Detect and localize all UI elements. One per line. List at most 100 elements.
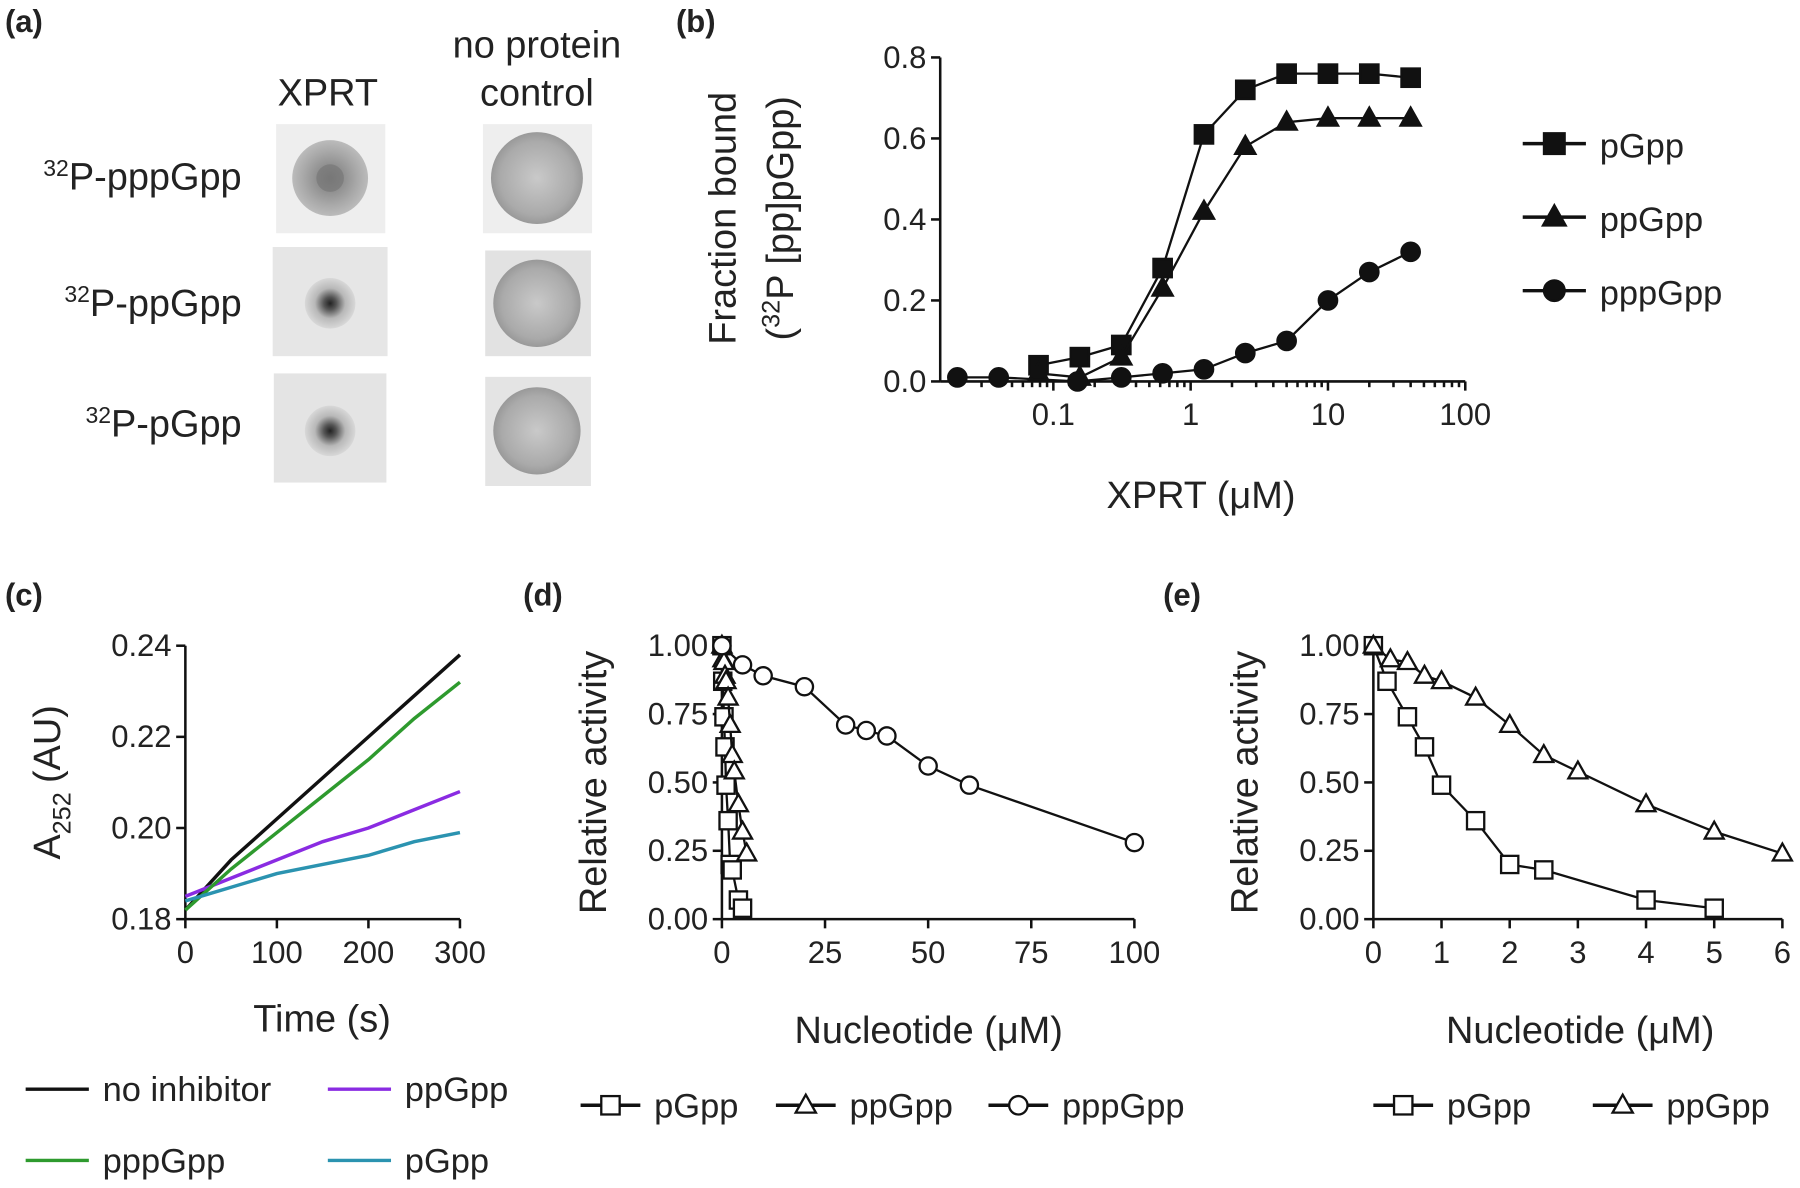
y-tick-label: 0.00 [1299,901,1359,936]
fit-line [721,644,1135,844]
x-tick-label: 0 [1365,935,1382,970]
x-tick-label: 25 [808,935,842,970]
nucleotide: P-pGpp [111,404,242,446]
marker [716,685,740,706]
marker [1152,363,1173,384]
marker [1392,1094,1414,1116]
data-line [184,653,462,912]
marker [1397,707,1418,727]
marker [1431,775,1452,795]
marker [1315,105,1341,127]
marker [794,676,815,697]
x-tick-label: 300 [434,935,486,970]
marker [1026,360,1051,382]
y-label-unit: (AU) [27,705,69,783]
marker [1566,759,1590,780]
x-tick-label: 0 [713,935,730,970]
fit-line [957,250,1412,383]
panel-label: (b) [676,4,716,39]
y-tick-label: 0.22 [111,719,171,754]
marker [1008,1094,1029,1116]
blot-spot [493,387,581,475]
marker [1770,841,1794,862]
x-tick-label: 6 [1774,935,1791,970]
marker [714,669,738,690]
data-line [184,789,461,898]
y-label-text: Relative activity [1224,651,1266,914]
blot-spot [304,278,356,329]
y-tick-label: 0.25 [1299,833,1359,868]
y-tick-label: 1.00 [648,628,708,663]
isotope: 32 [85,402,111,428]
legend-label: pGpp [1447,1087,1531,1125]
marker [1499,854,1520,875]
x-tick-label: 0.1 [1032,397,1075,432]
marker [732,898,753,918]
marker [1636,890,1656,910]
marker [1110,367,1132,388]
marker [1414,737,1435,757]
legend-label: pGpp [405,1142,489,1180]
marker [1124,832,1145,853]
x-tick-label: 10 [1311,397,1346,432]
marker [1234,79,1256,101]
data-line [184,830,461,903]
legend-label: ppGpp [1600,201,1703,239]
panel-label: (d) [523,577,563,612]
marker [1276,330,1297,352]
marker [1378,647,1402,668]
y-label-text: Relative activity [573,651,615,914]
legend-label: ppGpp [849,1087,952,1125]
x-axis-label: Time (s) [253,999,391,1041]
x-axis-label: Nucleotide (μM) [1446,1010,1714,1052]
y-label-text: P [pp]pGpp) [760,96,802,300]
x-tick-label: 100 [1439,397,1491,432]
marker [793,1092,818,1114]
marker [1276,63,1297,84]
marker [600,1094,621,1116]
y-tick-label: 0.18 [111,901,171,936]
marker [1634,792,1658,813]
legend-label: pppGpp [103,1142,226,1180]
blot-row: 32P-ppGpp [64,247,591,357]
panel-label: (a) [5,4,43,39]
y-tick-label: 0.4 [883,202,926,237]
marker [1233,133,1258,156]
marker [856,720,877,741]
marker [712,635,732,656]
nucleotide: P-ppGpp [90,283,242,325]
marker [718,810,738,831]
marker [726,792,750,813]
legend-label: ppGpp [405,1071,508,1109]
marker [1150,275,1175,297]
y-tick-label: 0.20 [111,810,171,845]
x-tick-label: 4 [1637,935,1654,970]
x-tick-label: 2 [1501,935,1518,970]
marker [1069,346,1091,368]
x-tick-label: 1 [1433,935,1450,970]
marker [1191,198,1217,220]
x-tick-label: 50 [911,935,946,970]
marker [1465,810,1486,831]
fit-line [1372,644,1783,855]
marker [1234,342,1256,364]
marker [1542,132,1566,156]
y-tick-label: 1.00 [1299,628,1359,663]
marker [1540,202,1568,227]
marker [918,756,938,776]
x-tick-label: 1 [1182,397,1199,432]
marker [1193,124,1215,145]
legend-label: no inhibitor [103,1071,272,1109]
nucleotide: P-pppGpp [69,157,242,199]
y-label-paren: ( [760,328,802,341]
marker [988,367,1010,388]
blot-spot-core [316,164,344,192]
x-tick-label: 200 [343,935,395,970]
fit-line [1038,117,1411,379]
panel-label: (c) [5,577,43,612]
marker [1398,105,1423,127]
blot-row: 32P-pGpp [85,373,591,486]
marker [835,715,856,735]
y-tick-label: 0.50 [1299,765,1359,800]
